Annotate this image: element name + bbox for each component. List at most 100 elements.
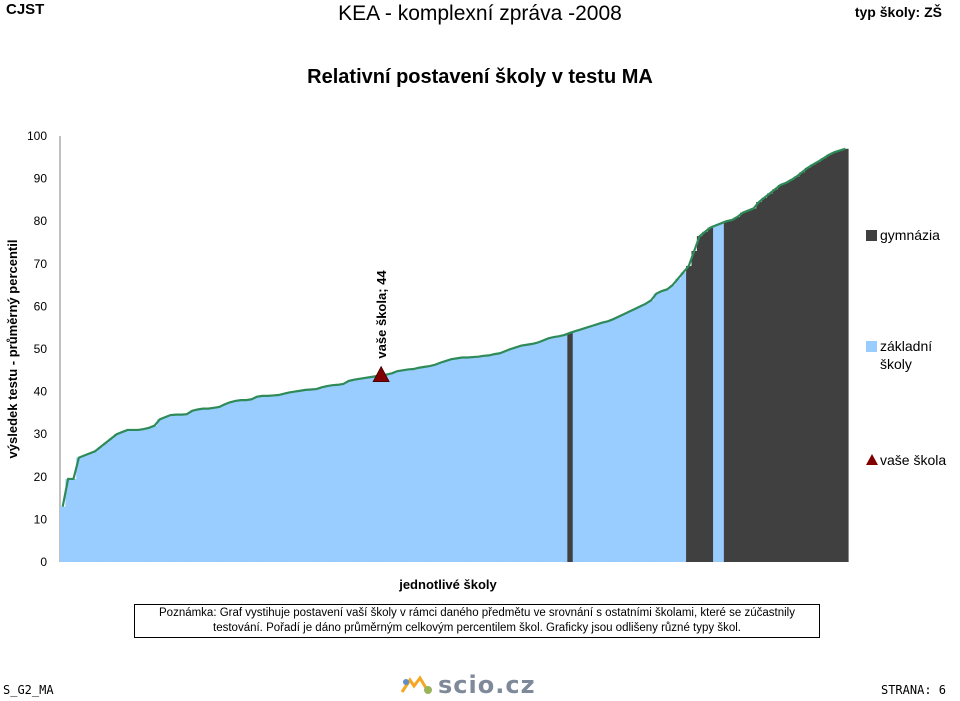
data-bar — [437, 362, 444, 562]
school-type: typ školy: ZŠ — [854, 4, 942, 20]
data-bar — [815, 161, 822, 562]
data-bar — [502, 351, 509, 562]
data-bar — [837, 150, 844, 563]
data-bar — [583, 327, 590, 562]
y-tick-label: 0 — [40, 555, 47, 569]
data-bar — [346, 380, 353, 562]
data-bar — [324, 386, 331, 562]
data-bar — [216, 406, 223, 562]
y-tick-label: 10 — [34, 512, 48, 526]
data-bar — [718, 223, 725, 562]
data-bar — [248, 399, 255, 562]
y-tick-label: 70 — [34, 257, 48, 271]
data-bar — [162, 417, 169, 562]
data-bar — [265, 395, 272, 562]
y-tick-label: 100 — [27, 129, 47, 143]
data-bar — [389, 373, 396, 562]
data-bar — [427, 366, 434, 562]
data-bar — [103, 442, 110, 562]
data-bar — [745, 210, 752, 563]
data-bar — [691, 251, 698, 562]
data-bar — [405, 369, 412, 562]
data-bar — [313, 389, 320, 562]
data-bar — [637, 306, 644, 562]
y-tick-label: 90 — [34, 172, 48, 186]
data-bar — [340, 383, 347, 562]
legend-swatch-your-school — [866, 454, 878, 465]
data-bar — [302, 389, 309, 562]
data-bar — [621, 314, 628, 562]
data-bar — [356, 378, 363, 562]
legend-swatch-zakladni — [866, 341, 877, 352]
data-bar — [329, 385, 336, 562]
data-bar — [362, 377, 369, 562]
data-bar — [70, 478, 77, 562]
data-bar — [113, 434, 120, 562]
data-bar — [734, 216, 741, 562]
data-bar — [227, 402, 234, 562]
data-bar — [286, 392, 293, 562]
data-bar — [173, 414, 180, 562]
data-bar — [826, 154, 833, 563]
data-bar — [615, 316, 622, 562]
data-bar — [529, 343, 536, 562]
data-bar — [831, 152, 838, 562]
data-bar — [794, 176, 801, 562]
data-bar — [194, 409, 201, 562]
data-bar — [632, 308, 639, 562]
y-axis-title: výsledek testu - průměrný percentil — [5, 240, 20, 459]
data-bar — [761, 197, 768, 562]
data-bar — [599, 322, 606, 562]
legend-label-your-school: vaše škola — [880, 452, 946, 468]
y-tick-label: 20 — [34, 470, 48, 484]
data-bar — [659, 291, 666, 562]
data-bar — [513, 347, 520, 562]
data-bar — [540, 340, 547, 562]
data-bar — [448, 359, 455, 562]
data-bar — [464, 357, 471, 562]
data-bar — [421, 366, 428, 562]
data-bar — [432, 364, 439, 562]
legend-label-gymnazia: gymnázia — [880, 227, 940, 243]
data-bar — [270, 395, 277, 562]
your-school-label: vaše škola; 44 — [374, 270, 389, 359]
data-bar — [610, 319, 617, 562]
data-bar — [443, 360, 450, 562]
y-tick-label: 50 — [34, 342, 48, 356]
data-bar — [454, 358, 460, 562]
data-bar — [60, 506, 66, 562]
data-bar — [497, 353, 504, 562]
data-bar — [567, 332, 574, 562]
data-bar — [788, 179, 795, 562]
data-bar — [518, 345, 525, 562]
data-bar — [367, 377, 374, 562]
data-bar — [211, 407, 218, 562]
data-bar — [130, 429, 137, 562]
chart-title: Relativní postavení školy v testu MA — [307, 66, 653, 88]
data-bar — [319, 387, 326, 562]
data-bar — [524, 344, 531, 562]
header-org: CJST — [6, 1, 45, 18]
data-bar — [642, 303, 649, 562]
data-bar — [686, 265, 693, 562]
data-bar — [157, 419, 164, 562]
data-bar — [292, 391, 299, 562]
data-bar — [243, 400, 250, 562]
data-bar — [810, 164, 817, 563]
data-bar — [238, 400, 245, 562]
data-bar — [669, 285, 676, 562]
note-box: Poznámka: Graf vystihuje postavení vaší … — [134, 604, 820, 638]
data-bar — [821, 158, 828, 562]
data-bar — [308, 389, 315, 562]
page-number: STRANA: 6 — [880, 683, 946, 697]
data-bar — [259, 395, 266, 562]
scio-logo-text: scio.cz — [438, 671, 536, 699]
data-bar — [146, 427, 153, 562]
data-bar — [189, 410, 196, 562]
data-bar — [81, 455, 88, 562]
y-tick-label: 60 — [34, 299, 48, 313]
data-bar — [65, 478, 72, 562]
data-bar — [410, 369, 417, 562]
data-bar — [184, 414, 191, 562]
data-bar — [648, 300, 655, 562]
